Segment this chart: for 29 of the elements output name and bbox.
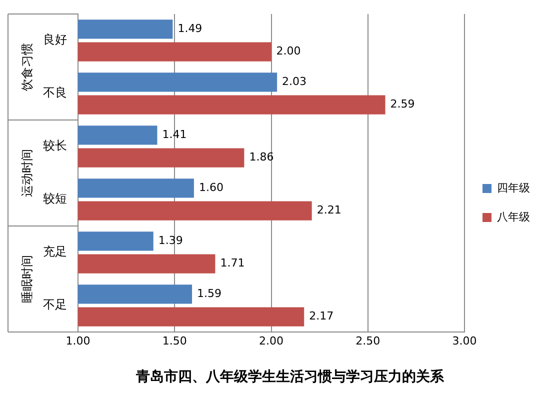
data-label: 1.59 (197, 287, 222, 300)
x-tick-label: 3.00 (452, 334, 477, 348)
data-label: 2.21 (316, 204, 342, 217)
y-tick-label: 充足 (43, 244, 67, 259)
x-tick-label: 1.00 (66, 334, 90, 348)
legend-label: 八年级 (497, 210, 530, 224)
text: 睡眠时间 (20, 255, 34, 303)
data-label: 2.59 (390, 98, 415, 111)
y-tick-label: 较长 (43, 138, 67, 153)
data-label: 1.39 (158, 234, 183, 248)
y-tick-label: 不足 (43, 298, 67, 312)
legend-label: 四年级 (497, 181, 530, 194)
data-label: 1.49 (178, 22, 202, 36)
y-tick-label: 良好 (43, 32, 67, 47)
text: 运动时间 (20, 149, 34, 197)
data-label: 2.03 (282, 75, 307, 88)
data-label: 2.17 (309, 310, 334, 323)
data-label: 2.00 (276, 44, 301, 58)
data-label: 1.60 (198, 181, 224, 194)
data-label: 1.41 (162, 128, 187, 142)
text: 饮食习惯 (20, 43, 34, 92)
x-tick-label: 2.50 (356, 334, 380, 348)
x-tick-label: 2.00 (259, 334, 284, 348)
y-tick-label: 较短 (43, 192, 67, 206)
data-label: 1.86 (249, 150, 274, 164)
data-label: 1.71 (220, 256, 245, 270)
y-tick-label: 不良 (43, 86, 67, 100)
text: 青岛市四、八年级学生生活习惯与学习压力的关系 (135, 368, 445, 386)
x-tick-label: 1.50 (162, 334, 187, 348)
